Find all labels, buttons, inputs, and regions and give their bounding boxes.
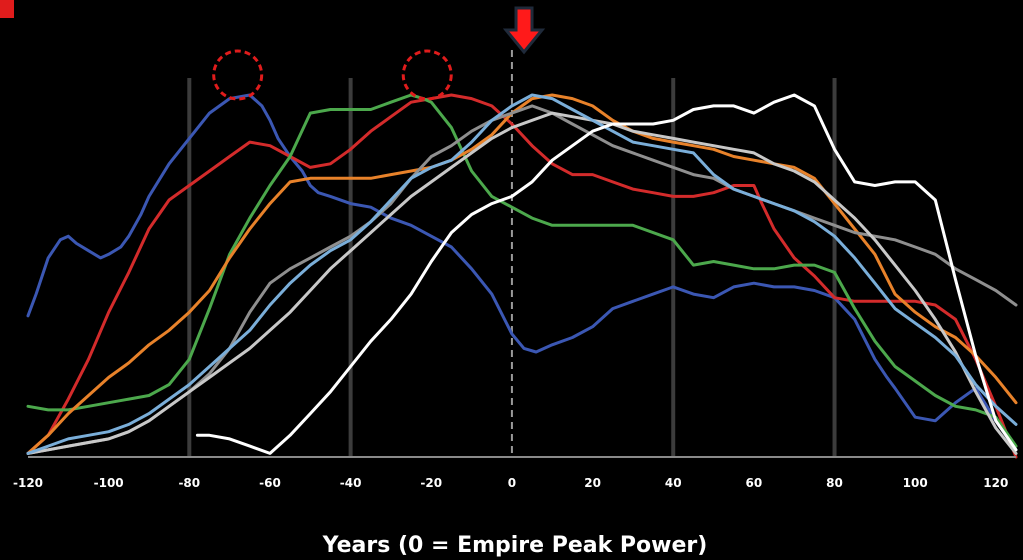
x-tick-label: 60 xyxy=(746,476,763,490)
x-tick-label: 20 xyxy=(584,476,601,490)
x-tick-label: -100 xyxy=(94,476,124,490)
series-line-6 xyxy=(26,111,1018,455)
series-line-8 xyxy=(195,93,1018,455)
x-tick-label: -80 xyxy=(178,476,200,490)
peak-markers xyxy=(212,49,453,101)
peak-marker-circle xyxy=(401,49,453,101)
series-line-7 xyxy=(26,93,1018,455)
down-arrow-icon xyxy=(502,6,546,55)
series-line-1 xyxy=(26,93,1018,452)
x-tick-label: -20 xyxy=(420,476,442,490)
series-line-4 xyxy=(26,93,1018,455)
series-line-2 xyxy=(26,93,1018,459)
x-tick-label: 40 xyxy=(665,476,682,490)
plot-area xyxy=(26,93,1018,459)
series-line-3 xyxy=(26,93,1018,448)
x-tick-label: 0 xyxy=(508,476,516,490)
x-tick-label: 100 xyxy=(903,476,928,490)
corner-marker xyxy=(0,0,14,18)
x-tick-label: -60 xyxy=(259,476,281,490)
x-tick-label: -120 xyxy=(13,476,43,490)
x-axis-label: Years (0 = Empire Peak Power) xyxy=(322,533,708,558)
x-tick-label: 80 xyxy=(826,476,843,490)
x-axis-ticks: -120 -100 -80 -60 -40 -20 0 20 40 60 80 100 120 xyxy=(13,476,1008,490)
x-tick-label: -40 xyxy=(340,476,362,490)
peak-marker-circle xyxy=(212,49,264,101)
x-tick-label: 120 xyxy=(983,476,1008,490)
arrow-shape xyxy=(502,6,546,55)
